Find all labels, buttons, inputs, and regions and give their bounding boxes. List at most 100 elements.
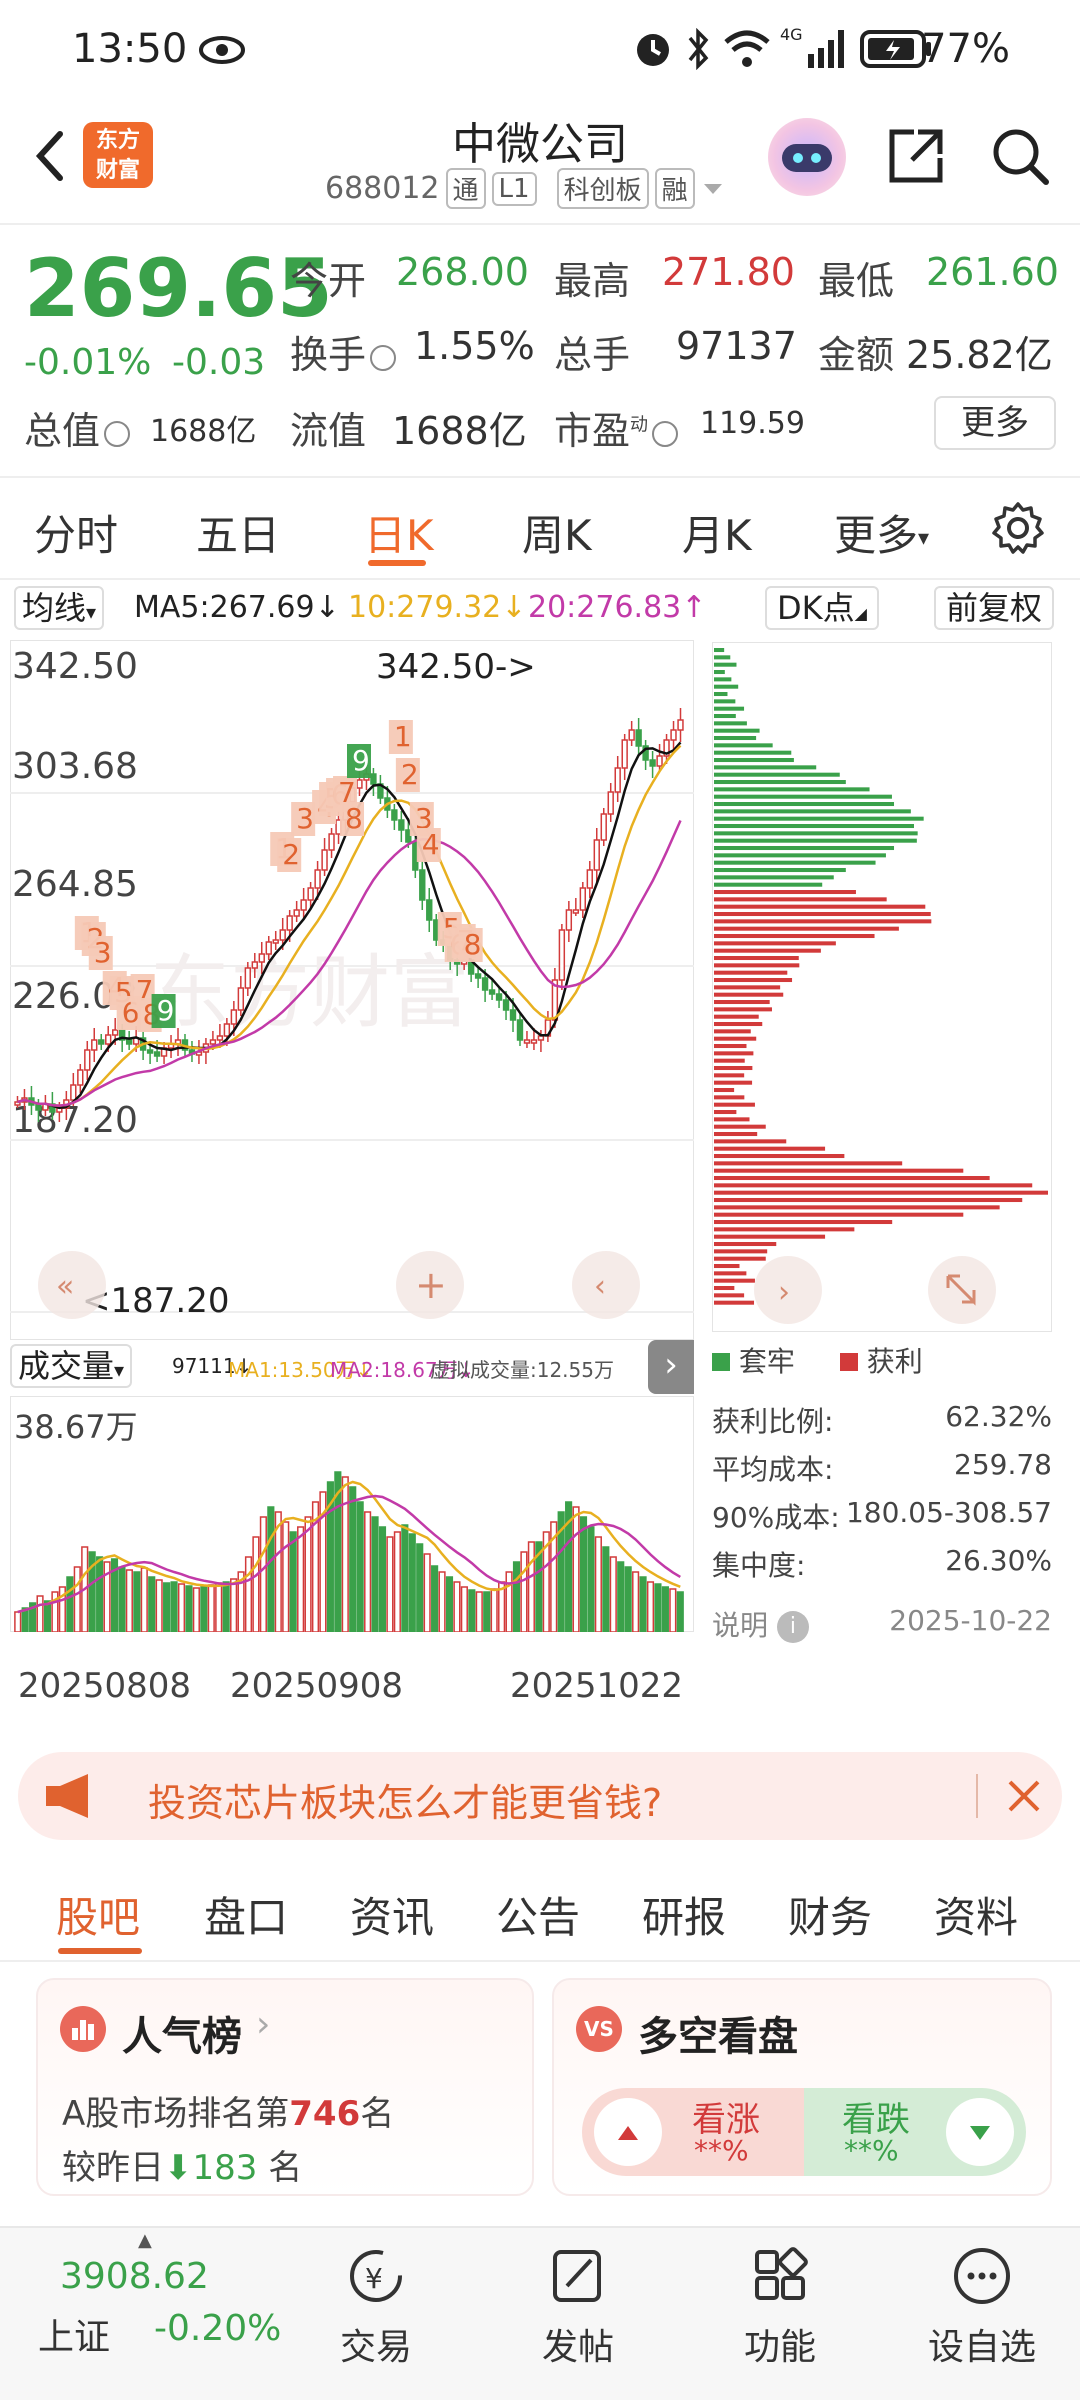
chip-bar <box>714 1146 826 1151</box>
candle-body <box>488 989 496 995</box>
chip-bar <box>714 1154 845 1159</box>
volume-bar <box>267 1506 275 1632</box>
tab-announcements[interactable]: 公告 <box>496 1893 581 1942</box>
volume-bar <box>378 1526 387 1632</box>
scroll-left-button[interactable] <box>38 1251 106 1319</box>
sequence-marker <box>395 758 420 792</box>
chip-bar <box>714 926 899 931</box>
candle-body <box>649 759 656 767</box>
index-change[interactable]: -0.20% <box>154 2308 282 2349</box>
gear-icon[interactable] <box>990 500 1046 556</box>
tab-orderbook[interactable]: 盘口 <box>204 1893 289 1942</box>
volume-ma1: MA1:13.50万↓ <box>228 1358 373 1382</box>
sequence-marker <box>347 744 371 778</box>
dist-next-button[interactable] <box>754 1256 822 1324</box>
ma5-value: MA5:267.69↓ <box>134 590 340 625</box>
tab-more[interactable]: 更多▾ <box>834 511 930 560</box>
adjust-button[interactable]: 前复权 <box>934 586 1055 630</box>
volume-bar <box>594 1536 602 1632</box>
tab-intraday[interactable]: 分时 <box>34 511 119 560</box>
close-icon[interactable] <box>1006 1778 1042 1814</box>
eastmoney-logo[interactable]: 东方 财富 <box>83 122 153 188</box>
volume-select[interactable]: 成交量▾ <box>10 1344 133 1388</box>
volume-bar <box>512 1561 521 1632</box>
step-left-button[interactable] <box>572 1251 640 1319</box>
chip-bar <box>714 1051 754 1056</box>
chip-bar <box>714 1124 766 1129</box>
tab-news[interactable]: 资讯 <box>350 1893 435 1942</box>
chip-bar <box>714 758 794 763</box>
search-icon[interactable] <box>988 124 1052 188</box>
candle-body <box>677 719 684 731</box>
volume-ma2: MA2:18.67万↓ <box>330 1358 475 1382</box>
more-dots-icon <box>954 2248 1010 2304</box>
promo-banner[interactable]: 投资芯片板块怎么才能更省钱? <box>18 1752 1062 1840</box>
sentiment-title: 多空看盘 <box>638 2014 798 2060</box>
candle-body <box>607 791 614 815</box>
pe-label[interactable]: 市盈动 <box>554 400 682 455</box>
stat-row: 平均成本: 259.78 <box>712 1448 1052 1486</box>
dk-point-button[interactable]: DK点◢ <box>765 586 879 630</box>
chip-bar <box>714 941 836 946</box>
nav-functions[interactable]: 功能 <box>710 2246 850 2370</box>
nav-watchlist[interactable]: 设自选 <box>912 2246 1052 2370</box>
chip-bar <box>714 1234 826 1239</box>
volume-bar <box>408 1533 416 1632</box>
tab-profile[interactable]: 资料 <box>934 1893 1019 1942</box>
volume-bar <box>550 1521 558 1632</box>
more-quote-button[interactable]: 更多 <box>934 396 1056 450</box>
sequence-marker-label: 7 <box>338 776 356 809</box>
volume-bar <box>587 1526 595 1632</box>
quote-panel: 269.65 -0.01% -0.03 今开 268.00 最高 271.80 … <box>0 228 1080 478</box>
tab-financials[interactable]: 财务 <box>788 1893 873 1942</box>
bearish-button[interactable]: 看跌 **% <box>804 2088 1026 2176</box>
share-icon[interactable] <box>884 124 948 188</box>
index-name[interactable]: 上证 <box>38 2317 111 2358</box>
bullish-button[interactable]: 看涨 **% <box>582 2088 804 2176</box>
ma-select[interactable]: 均线▾ <box>14 586 105 630</box>
volume-bar <box>364 1511 372 1632</box>
candle-body <box>230 1009 238 1025</box>
bluetooth-icon <box>688 28 709 70</box>
sequence-marker <box>458 928 483 962</box>
nav-trade[interactable]: ¥ 交易 <box>306 2246 446 2370</box>
high-label: 最高 <box>554 259 631 303</box>
stat-note-row[interactable]: 说明 i 2025-10-22 <box>712 1604 1052 1652</box>
tab-daily-k[interactable]: 日K <box>364 511 434 560</box>
tab-research[interactable]: 研报 <box>642 1893 727 1942</box>
candle-body <box>237 987 245 1011</box>
stock-code: 688012 <box>325 171 440 206</box>
volume-bar <box>669 1588 677 1632</box>
sequence-marker <box>88 936 113 970</box>
volume-bar <box>676 1591 684 1632</box>
volume-chart[interactable]: 38.67万 <box>10 1396 694 1632</box>
tab-monthly-k[interactable]: 月K <box>682 511 752 560</box>
candle-body <box>558 929 566 981</box>
index-value[interactable]: 3908.62 <box>60 2256 209 2297</box>
zoom-in-button[interactable] <box>396 1251 464 1319</box>
candle-body <box>565 909 573 931</box>
chip-bar <box>714 919 932 924</box>
volume-bar <box>289 1531 297 1632</box>
nav-post[interactable]: 发帖 <box>508 2246 648 2370</box>
turnover-label[interactable]: 换手 <box>290 324 400 379</box>
popularity-card[interactable]: 人气榜 › A股市场排名第746名 较昨日⬇183 名 <box>36 1978 534 2196</box>
chevron-right-icon[interactable]: › <box>648 1340 694 1394</box>
chip-bar <box>714 802 895 807</box>
ma10-value: 10:279.32↓ <box>348 590 527 625</box>
back-arrow-icon[interactable] <box>20 120 90 190</box>
rank-change-value: 183 <box>192 2148 258 2188</box>
chip-bar <box>714 736 757 741</box>
grid-icon <box>755 2247 808 2300</box>
sequence-marker-label: 8 <box>345 802 363 835</box>
chip-distribution-chart[interactable]: › <box>712 642 1052 1332</box>
tab-weekly-k[interactable]: 周K <box>522 511 592 560</box>
tab-forum[interactable]: 股吧 <box>56 1893 141 1942</box>
tab-five-day[interactable]: 五日 <box>196 511 281 560</box>
stock-code-row[interactable]: 688012 通 L1 科创板 融 <box>325 168 725 209</box>
candle-body <box>509 1009 517 1021</box>
mktcap-label[interactable]: 总值 <box>24 400 134 455</box>
ai-assistant-avatar[interactable] <box>768 118 846 196</box>
sentiment-card[interactable]: VS 多空看盘 看涨 **% 看跌 **% <box>552 1978 1052 2196</box>
